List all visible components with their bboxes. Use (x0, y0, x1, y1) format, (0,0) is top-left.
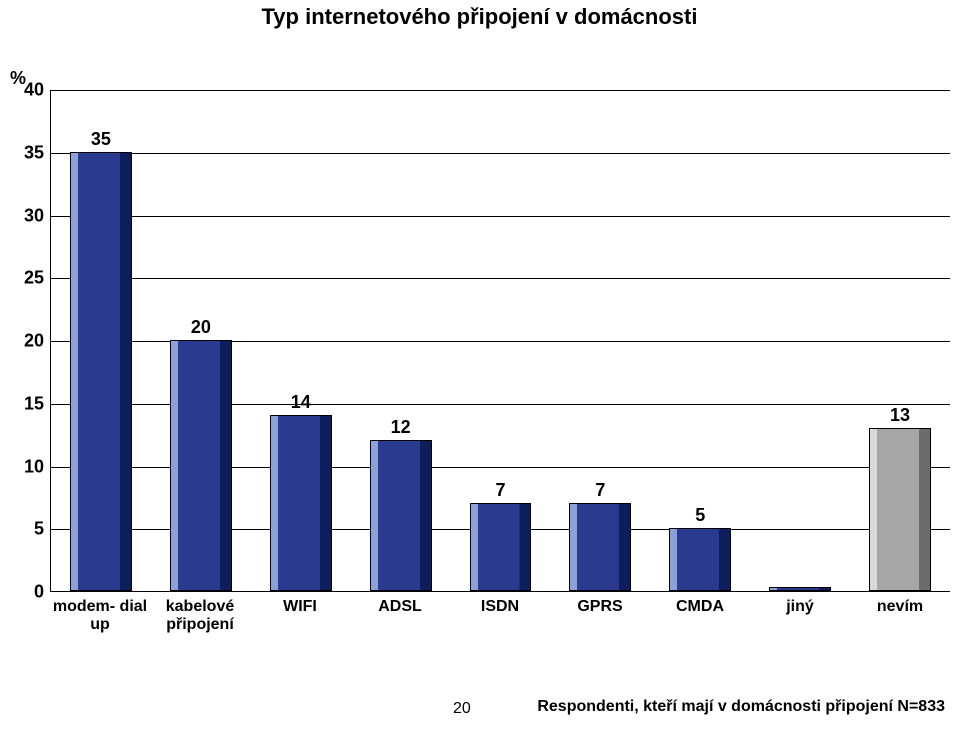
plot-area: 3520141277513 (50, 90, 950, 592)
bar: 14 (270, 415, 332, 591)
bar-slot: 12 (351, 90, 451, 591)
footnote: Respondenti, kteří mají v domácnosti při… (537, 698, 945, 716)
bar-slot: 13 (850, 90, 950, 591)
bar-value-label: 7 (495, 480, 505, 501)
bar-slot: 14 (251, 90, 351, 591)
x-axis-label: CMDA (650, 598, 750, 635)
x-axis-labels: modem- dial upkabelové připojeníWIFIADSL… (50, 598, 950, 635)
y-tick-label: 0 (10, 582, 44, 603)
bar-slot: 7 (451, 90, 551, 591)
x-axis-label: kabelové připojení (150, 598, 250, 635)
bar: 7 (569, 503, 631, 591)
bar-value-label: 7 (595, 480, 605, 501)
bar-slot: 35 (51, 90, 151, 591)
x-axis-label: ISDN (450, 598, 550, 635)
x-axis-label: nevím (850, 598, 950, 635)
bar-value-label: 13 (890, 405, 910, 426)
bar: 12 (370, 440, 432, 591)
bar-value-label: 12 (391, 417, 411, 438)
bar-slot: 5 (650, 90, 750, 591)
bar: 13 (869, 428, 931, 591)
y-tick-label: 30 (10, 205, 44, 226)
bar: 20 (170, 340, 232, 591)
bar: 5 (669, 528, 731, 591)
y-tick-label: 20 (10, 331, 44, 352)
bar: 35 (70, 152, 132, 591)
bars-row: 3520141277513 (51, 90, 950, 591)
y-tick-label: 10 (10, 456, 44, 477)
y-tick-label: 15 (10, 393, 44, 414)
bar (769, 587, 831, 591)
bar-value-label: 35 (91, 129, 111, 150)
bar-value-label: 14 (291, 392, 311, 413)
x-axis-label: ADSL (350, 598, 450, 635)
x-axis-label: GPRS (550, 598, 650, 635)
y-tick-label: 5 (10, 519, 44, 540)
x-axis-label: jiný (750, 598, 850, 635)
bar-slot (750, 90, 850, 591)
bar-value-label: 20 (191, 317, 211, 338)
y-tick-label: 35 (10, 142, 44, 163)
chart-container: % 0510152025303540 3520141277513 modem- … (10, 90, 950, 650)
bar-slot: 20 (151, 90, 251, 591)
bar-slot: 7 (550, 90, 650, 591)
x-axis-label: WIFI (250, 598, 350, 635)
x-axis-label: modem- dial up (50, 598, 150, 635)
y-tick-label: 40 (10, 80, 44, 101)
page-number: 20 (453, 700, 471, 718)
bar: 7 (470, 503, 532, 591)
bar-value-label: 5 (695, 505, 705, 526)
y-tick-label: 25 (10, 268, 44, 289)
chart-title: Typ internetového připojení v domácnosti (0, 0, 959, 30)
